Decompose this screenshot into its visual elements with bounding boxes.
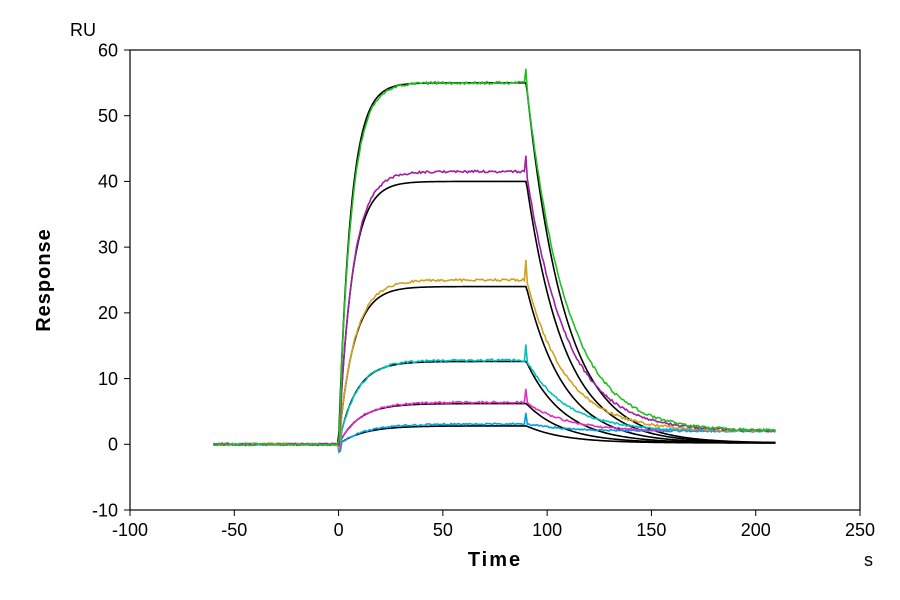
- x-tick-label: 50: [433, 520, 453, 540]
- y-tick-label: 0: [108, 435, 118, 455]
- y-tick-label: 20: [98, 303, 118, 323]
- x-tick-label: 200: [741, 520, 771, 540]
- y-tick-label: -10: [92, 500, 118, 520]
- chart-container: -100-50050100150200250-100102030405060Ti…: [0, 0, 900, 600]
- sensorgram-chart: -100-50050100150200250-100102030405060Ti…: [0, 0, 900, 600]
- x-tick-label: -100: [112, 520, 148, 540]
- y-unit-label: RU: [70, 20, 96, 40]
- y-tick-label: 10: [98, 369, 118, 389]
- x-unit-label: s: [864, 550, 873, 570]
- y-tick-label: 40: [98, 172, 118, 192]
- y-tick-label: 60: [98, 40, 118, 60]
- x-tick-label: 100: [532, 520, 562, 540]
- y-tick-label: 50: [98, 106, 118, 126]
- x-axis-title: Time: [468, 549, 522, 571]
- x-tick-label: 250: [845, 520, 875, 540]
- y-tick-label: 30: [98, 237, 118, 257]
- x-tick-label: 150: [636, 520, 666, 540]
- y-axis-title: Response: [33, 228, 55, 332]
- x-tick-label: -50: [221, 520, 247, 540]
- x-tick-label: 0: [334, 520, 344, 540]
